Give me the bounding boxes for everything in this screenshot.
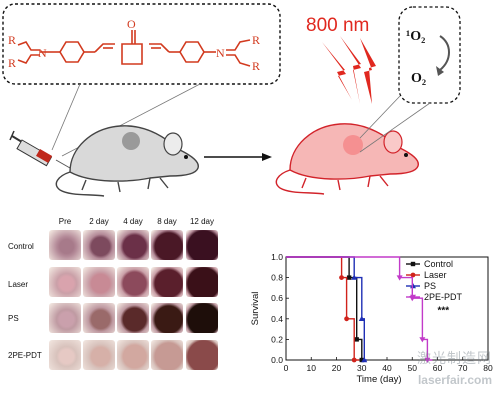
legend-label: Control: [424, 259, 453, 269]
molecule-box: [2, 3, 281, 85]
tumor-photo: [186, 340, 218, 370]
x-axis-label: Time (day): [356, 374, 401, 385]
plot-frame: [285, 256, 489, 361]
mouse-after-icon: [275, 123, 419, 195]
tumor-photo: [186, 303, 218, 333]
tumor-photo: [83, 267, 115, 297]
x-tick-label: 70: [458, 363, 468, 373]
atom-r2: R: [8, 56, 16, 70]
legend-label: PS: [424, 281, 436, 291]
y-tick-label: 1.0: [271, 252, 283, 262]
tumor-photo: [151, 340, 183, 370]
y-tick-label: 0.4: [271, 314, 283, 324]
x-tick-label: 50: [408, 363, 418, 373]
atom-r3: R: [252, 33, 260, 47]
watermark-url: laserfair.com: [417, 373, 492, 387]
series-point-ps: [358, 315, 365, 321]
atom-r1: R: [8, 33, 16, 47]
series-point-2pe-pdt: [396, 275, 403, 281]
series-point-2pe-pdt: [424, 357, 431, 363]
series-point-laser: [351, 357, 357, 363]
tumor-photo: [117, 230, 149, 260]
column-label-12day: 12 day: [189, 217, 215, 226]
column-label-pre: Pre: [58, 217, 72, 226]
tumor-photo: [151, 230, 183, 260]
laser-beam-icon: [322, 36, 376, 104]
series-point-ps: [361, 357, 368, 363]
legend-marker: [410, 261, 416, 267]
atom-r4: R: [252, 59, 260, 73]
x-tick-label: 80: [483, 363, 493, 373]
x-tick-label: 0: [284, 363, 289, 373]
series-line-laser: [286, 256, 360, 361]
tumor-photo: [49, 303, 81, 333]
atom-n2: N: [216, 46, 225, 60]
singlet-oxygen-box: [398, 6, 461, 104]
tumor-photo: [49, 340, 81, 370]
tumor-photo: [117, 267, 149, 297]
legend-marker: [410, 294, 416, 300]
y-tick-label: 0.0: [271, 355, 283, 365]
tumor-photo: [117, 340, 149, 370]
series-line-ps: [286, 256, 367, 361]
cycle-arrow-icon: [436, 35, 450, 76]
series-line-control: [286, 256, 365, 361]
watermark-chinese: 激光制造网: [417, 351, 492, 367]
row-label-control: Control: [8, 242, 34, 251]
tumor-photo: [83, 303, 115, 333]
row-label-ps: PS: [8, 314, 19, 323]
survival-chart: 0 10 20 30 40 50 60 70 80 0.0 0.2 0.4 0.6 0.8 1.0 Time …: [250, 252, 493, 385]
series-point-2pe-pdt: [419, 337, 426, 343]
tumor-photo: [49, 230, 81, 260]
series-point-control: [346, 275, 352, 280]
tumor-photo: [83, 230, 115, 260]
molecule-structure: [17, 30, 251, 67]
row-label-laser: Laser: [8, 280, 29, 289]
y-axis-label: Survival: [250, 292, 261, 326]
row-label-2pe-pdt: 2PE-PDT: [8, 351, 42, 360]
series-point-laser: [339, 275, 344, 280]
oxygen-label: O₂: [411, 71, 426, 86]
process-arrow-icon: [204, 153, 272, 161]
y-tick-label: 0.2: [271, 334, 283, 344]
legend-label: 2PE-PDT: [424, 292, 463, 302]
laser-wavelength-label: 800 nm: [306, 15, 369, 36]
y-tick-label: 0.8: [271, 273, 283, 283]
series-point-laser: [344, 316, 349, 322]
series-line-2pe-pdt: [286, 256, 433, 361]
column-label-8day: 8 day: [157, 217, 177, 226]
x-tick-label: 40: [382, 363, 392, 373]
series-point-control: [354, 337, 359, 342]
x-tick-label: 30: [357, 363, 367, 373]
column-label-2day: 2 day: [89, 217, 109, 226]
tumor-photo: [117, 303, 149, 333]
scheme-illustration: R R N O N R R 80: [2, 3, 461, 197]
series-point-control: [359, 357, 364, 363]
series-point-ps: [351, 274, 358, 280]
tumor-photo: [151, 267, 183, 297]
tumor-photo: [49, 267, 81, 297]
tumor-photo: [186, 267, 218, 297]
significance-annotation: ***: [438, 306, 450, 317]
legend-marker: [410, 272, 416, 278]
legend-label: Laser: [424, 270, 447, 280]
x-tick-label: 60: [433, 363, 443, 373]
x-tick-label: 10: [307, 363, 317, 373]
y-tick-label: 0.6: [271, 293, 283, 303]
singlet-oxygen-label: ¹O₂: [406, 29, 425, 44]
column-label-4day: 4 day: [123, 217, 143, 226]
syringe-icon: [9, 130, 71, 169]
x-tick-label: 20: [332, 363, 342, 373]
tumor-photo: [186, 230, 218, 260]
mouse-before-icon: [55, 125, 199, 197]
tumor-photo: [83, 340, 115, 370]
tumor-photo: [151, 303, 183, 333]
atom-n1: N: [38, 46, 47, 60]
atom-o: O: [127, 17, 136, 31]
